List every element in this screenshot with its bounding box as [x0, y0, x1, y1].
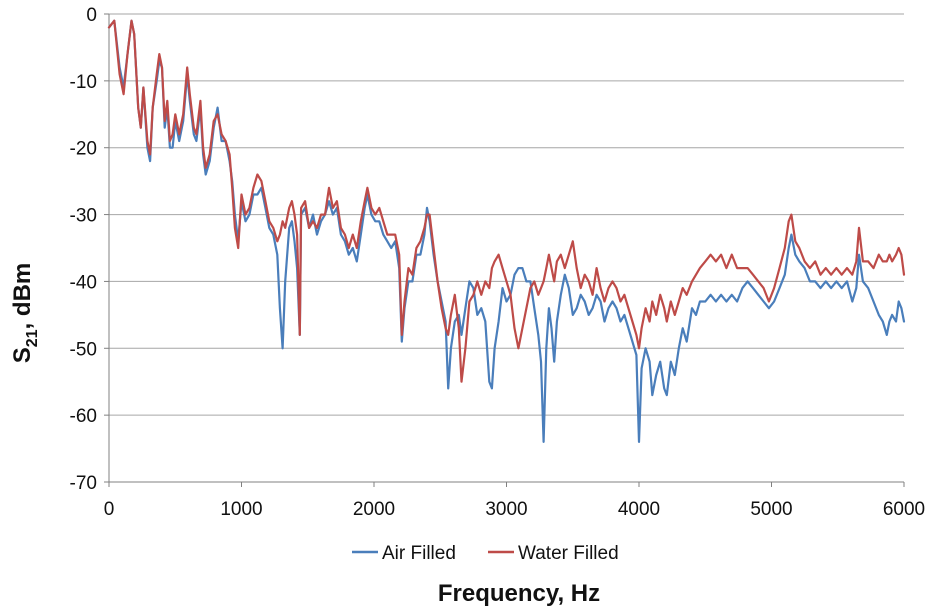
y-tick-label: -70 [70, 473, 97, 494]
x-tick-label: 4000 [618, 499, 660, 520]
x-tick-label: 2000 [353, 499, 395, 520]
y-axis-title-subscript: 21 [24, 329, 41, 347]
y-tick-label: 0 [86, 5, 97, 26]
x-tick-label: 0 [104, 499, 115, 520]
y-tick-label: -60 [70, 406, 97, 427]
x-axis-title: Frequency, Hz [438, 580, 600, 607]
grid-lines [109, 13, 904, 416]
series-line-water-filled [107, 19, 906, 383]
y-tick-label: -40 [70, 272, 97, 293]
x-tick-label: 1000 [220, 499, 262, 520]
y-tick-label: -30 [70, 206, 97, 227]
y-axis-title-main: S [9, 347, 36, 363]
y-tick-label: -20 [70, 139, 97, 160]
legend-label: Air Filled [382, 543, 456, 564]
x-tick-label: 6000 [883, 499, 925, 520]
series-line-air-filled [107, 19, 906, 443]
tick-labels: 0 -10 -20 -30 -40 -50 -60 -70 0 1000 2000 3000 4000 5… [70, 5, 926, 520]
x-tick-label: 5000 [750, 499, 792, 520]
legend-label: Water Filled [518, 543, 619, 564]
x-tick-label: 3000 [485, 499, 527, 520]
series-layer [107, 19, 906, 443]
y-axis-title-rest: , dBm [9, 263, 36, 330]
y-tick-label: -50 [70, 339, 97, 360]
legend: Air Filled Water Filled [352, 543, 619, 564]
y-axis-title: S21, dBm [9, 263, 41, 363]
axes [104, 13, 905, 487]
y-tick-label: -10 [70, 72, 97, 93]
